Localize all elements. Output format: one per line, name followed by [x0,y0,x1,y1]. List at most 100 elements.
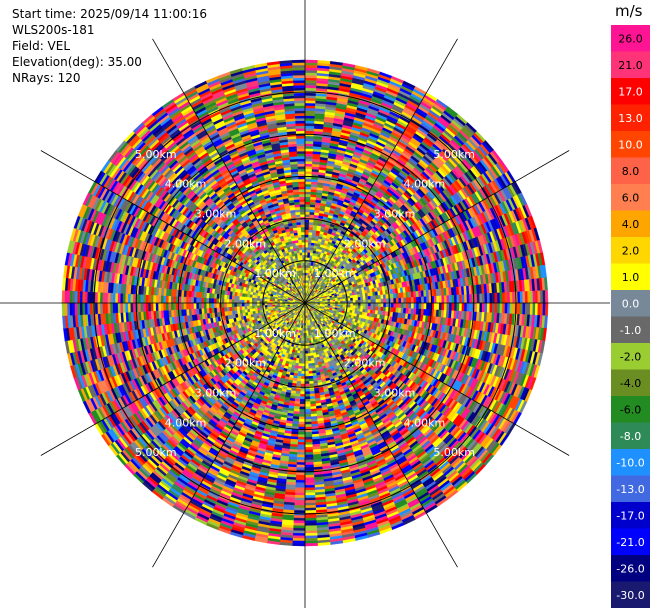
ppi-cell [484,302,488,313]
ppi-cell [502,292,506,304]
ppi-cell [385,302,389,308]
ppi-cell [304,161,313,165]
ppi-cell [370,299,374,304]
ppi-cell [304,186,312,190]
ppi-cell [461,302,465,312]
ppi-cell [307,252,311,256]
ppi-cell [304,112,316,117]
ppi-cell [408,297,412,304]
ppi-cell [456,294,460,304]
ppi-cell [392,293,397,299]
ppi-cells [61,59,549,547]
ppi-cell [512,302,516,315]
ppi-cell [304,206,311,210]
ppi-cell [466,302,470,312]
ppi-cell [304,67,318,71]
ppi-cell [537,290,541,304]
ppi-cell [469,302,473,312]
ppi-cell [529,302,534,316]
ppi-cell [304,214,310,218]
ppi-cell [411,297,415,304]
ppi-cell [304,249,308,253]
ppi-cell [360,296,364,301]
ppi-cell [304,107,316,111]
ppi-cell [540,290,544,304]
ppi-cell [304,239,309,243]
ppi-cell [383,298,387,304]
ppi-cell [370,295,374,300]
ppi-cell [497,302,501,314]
ppi-cell [357,305,361,309]
ppi-cell [529,290,534,304]
ppi-cell [304,201,311,205]
ppi-cell [352,297,356,301]
ppi-cell [448,302,453,311]
ppi-cell [309,219,314,223]
ppi-cell [304,166,313,170]
ppi-cell [362,305,366,310]
ppi-cell [416,296,420,304]
ppi-cell [304,247,309,251]
ppi-cell [368,302,371,307]
ppi-cell [524,291,528,304]
ppi-cell [307,244,312,248]
ppi-cell [509,291,513,304]
ppi-cell [375,306,379,311]
ppi-cell [306,262,310,266]
ppi-cell [378,298,382,304]
ppi-cell [486,302,490,313]
ppi-cell [360,299,364,304]
ppi-cell [451,302,455,311]
ppi-cell [304,62,318,66]
ppi-cell [474,293,478,304]
ppi-cell [308,224,314,228]
ppi-cell [304,125,315,129]
ppi-cell [398,297,402,304]
ppi-cell [304,181,312,185]
ppi-cell [304,237,309,240]
ppi-cell [304,105,316,109]
ppi-cell [304,69,318,74]
ppi-cell [360,302,364,307]
ppi-cell [446,302,450,311]
ppi-cell [304,183,312,187]
ppi-cell [476,293,480,304]
ppi-cell [392,307,397,313]
ppi-cell [367,306,371,311]
ppi-cell [405,297,409,304]
ppi-cell [532,302,536,316]
ppi-cell [545,302,549,316]
ppi-cell [474,302,478,313]
ppi-cell [395,302,399,309]
ppi-cell [373,302,377,307]
ppi-cell [464,302,468,312]
ppi-cell [534,290,539,304]
ppi-cell [373,299,377,304]
ppi-cell [304,87,317,91]
ppi-cell [426,296,430,304]
ppi-cell [395,297,399,304]
ppi-cell [363,302,366,307]
ppi-cell [476,302,480,313]
ppi-cell [308,229,313,233]
ppi-cell [408,302,412,309]
ppi-cell [304,145,314,149]
ppi-cell [304,82,317,86]
ppi-cell [304,196,311,200]
ppi-cell [304,80,317,84]
ppi-cell [365,306,369,310]
ppi-cell [534,302,539,316]
ppi-cell [304,97,316,101]
ppi-cell [307,247,311,251]
ppi-cell [418,302,422,310]
ppi-cell [304,199,311,203]
ppi-cell [304,77,317,81]
ppi-cell [423,296,427,304]
ppi-cell [304,115,315,119]
ppi-cell [357,302,361,307]
ppi-cell [385,307,389,312]
ppi-cell [461,294,465,304]
ppi-cell [349,295,353,299]
ppi-cell [380,306,384,312]
ppi-cell [519,291,523,304]
